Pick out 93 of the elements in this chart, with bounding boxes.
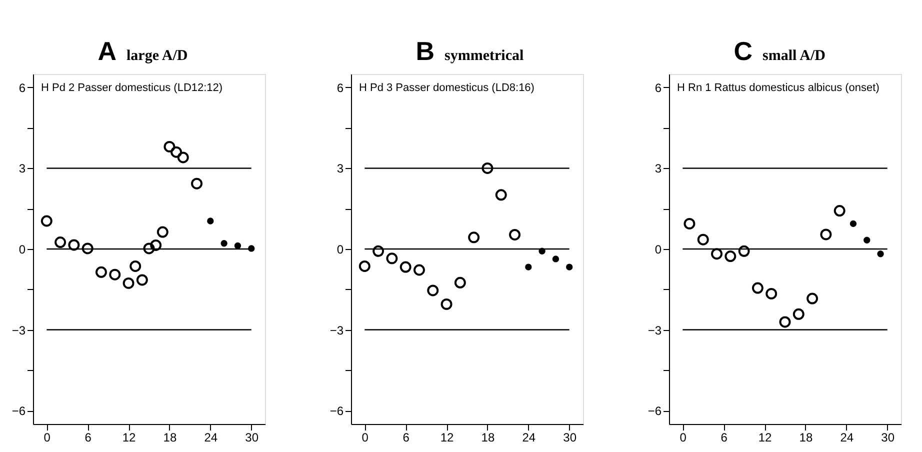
point <box>143 242 155 254</box>
point <box>122 277 134 289</box>
point <box>40 215 52 227</box>
point <box>806 292 818 304</box>
x-tick-label: 12 <box>122 430 136 444</box>
y-tick-label: −3 <box>648 323 662 338</box>
point <box>834 205 846 217</box>
point <box>454 276 466 288</box>
point <box>792 308 804 320</box>
point <box>697 234 709 246</box>
y-tick-label: 6 <box>654 80 662 95</box>
point <box>711 248 723 260</box>
point <box>820 228 832 240</box>
y-tick-label: −6 <box>648 404 662 418</box>
x-tick-label: 30 <box>881 430 895 444</box>
chart-subtitle: large A/D <box>126 48 188 64</box>
point <box>136 274 148 286</box>
y-tick-label: 0 <box>654 242 662 256</box>
point <box>170 146 182 158</box>
point <box>386 252 398 264</box>
point <box>566 264 573 270</box>
point <box>413 264 425 276</box>
point <box>427 284 439 296</box>
point <box>95 266 107 278</box>
y-tick-label: −3 <box>12 323 26 338</box>
x-tick-label: 0 <box>680 430 687 444</box>
point <box>207 218 214 224</box>
chart-title: A <box>98 36 117 66</box>
x-tick-label: 30 <box>563 430 577 444</box>
point <box>552 256 560 262</box>
point <box>724 250 736 262</box>
point <box>738 245 750 257</box>
x-tick-label: 24 <box>840 430 854 444</box>
x-tick-label: 6 <box>84 430 92 444</box>
x-tick-label: 30 <box>245 430 259 444</box>
annotation: H Rn 1 Rattus domesticus albicus (onset) <box>677 82 880 94</box>
point <box>220 240 228 247</box>
x-tick-label: 0 <box>44 430 51 444</box>
point <box>482 162 494 174</box>
annotation: H Pd 3 Passer domesticus (LD8:16) <box>359 82 534 94</box>
point <box>177 152 189 164</box>
x-tick-label: 6 <box>402 430 410 444</box>
y-tick-label: 3 <box>654 162 662 176</box>
point <box>150 239 162 251</box>
point <box>440 298 452 310</box>
y-tick-label: 3 <box>336 162 344 176</box>
x-tick-label: 24 <box>522 430 536 444</box>
point <box>538 248 546 254</box>
point <box>234 242 242 250</box>
point <box>109 268 121 280</box>
point <box>248 245 255 252</box>
point <box>164 140 176 152</box>
y-tick-label: 0 <box>18 242 26 256</box>
x-tick-label: 6 <box>720 430 728 444</box>
x-tick-label: 24 <box>204 430 218 444</box>
y-tick-label: 3 <box>18 162 26 176</box>
x-tick-label: 18 <box>163 430 177 444</box>
point <box>850 220 857 228</box>
point <box>82 242 94 254</box>
point <box>495 189 507 201</box>
point <box>779 316 791 328</box>
y-tick-label: 0 <box>336 242 344 256</box>
x-tick-label: 0 <box>362 430 369 444</box>
annotation: H Pd 2 Passer domesticus (LD12:12) <box>41 82 223 94</box>
chart-subtitle: small A/D <box>762 48 826 64</box>
point <box>68 239 80 251</box>
point <box>766 288 778 300</box>
point <box>156 226 168 238</box>
y-tick-label: −3 <box>330 323 344 338</box>
y-tick-label: −6 <box>330 404 344 418</box>
point <box>864 236 870 244</box>
point <box>684 218 696 230</box>
point <box>191 178 203 190</box>
chart-title: B <box>416 36 435 66</box>
chart-title: C <box>734 36 753 66</box>
point <box>752 282 764 294</box>
point <box>372 245 384 257</box>
point <box>130 260 142 272</box>
chart-subtitle: symmetrical <box>444 48 524 64</box>
point <box>54 236 66 248</box>
point <box>525 264 532 270</box>
point <box>358 260 370 272</box>
x-tick-label: 18 <box>799 430 813 444</box>
x-tick-label: 12 <box>758 430 772 444</box>
x-tick-label: 12 <box>440 430 454 444</box>
point <box>877 250 884 258</box>
y-tick-label: 6 <box>18 80 26 95</box>
point <box>509 228 521 240</box>
y-tick-label: −6 <box>12 404 26 418</box>
point <box>400 261 412 273</box>
point <box>468 232 480 244</box>
y-tick-label: 6 <box>336 80 344 95</box>
x-tick-label: 18 <box>481 430 495 444</box>
